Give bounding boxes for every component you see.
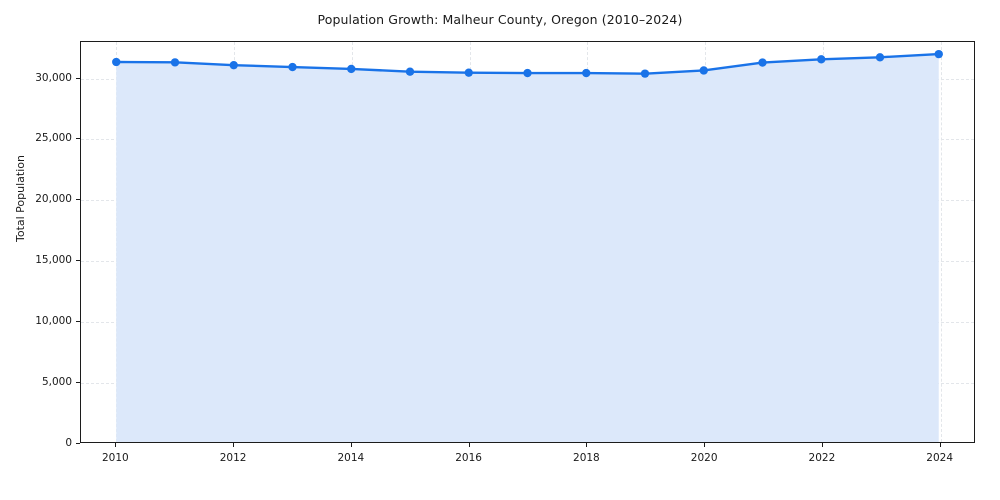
y-tick-label: 20,000 xyxy=(35,193,72,206)
data-point xyxy=(817,55,826,64)
data-point xyxy=(875,53,885,62)
data-point xyxy=(347,64,356,74)
y-tick-label: 0 xyxy=(65,437,72,449)
population-series xyxy=(112,49,943,442)
data-point xyxy=(405,67,415,76)
y-tick-mark xyxy=(76,260,80,262)
x-tick-mark xyxy=(115,443,117,447)
x-tick-mark xyxy=(939,443,941,447)
data-point xyxy=(582,68,591,78)
data-point xyxy=(112,57,121,67)
x-tick-label: 2022 xyxy=(808,452,836,464)
y-tick-label: 10,000 xyxy=(35,315,72,328)
x-tick-mark xyxy=(821,443,823,447)
data-point xyxy=(523,68,532,78)
plot-inner xyxy=(81,42,974,442)
x-tick-mark xyxy=(586,443,588,447)
plot-area xyxy=(80,41,975,443)
y-tick-mark xyxy=(76,77,80,79)
data-point xyxy=(288,62,297,72)
y-tick-label: 5,000 xyxy=(41,376,72,389)
x-tick-label: 2018 xyxy=(573,452,600,464)
x-tick-label: 2016 xyxy=(455,452,482,464)
x-tick-mark xyxy=(350,443,352,447)
data-point-markers xyxy=(112,49,943,78)
area-fill xyxy=(116,54,939,442)
data-point xyxy=(640,69,650,78)
chart-title: Population Growth: Malheur County, Orego… xyxy=(317,12,683,27)
x-tick-label: 2012 xyxy=(219,452,247,464)
y-tick-label: 30,000 xyxy=(35,71,72,84)
x-tick-mark xyxy=(233,443,235,447)
data-point xyxy=(464,68,473,77)
x-tick-mark xyxy=(704,443,706,447)
data-point xyxy=(934,49,943,59)
data-point xyxy=(170,58,180,67)
gridline-vertical xyxy=(940,42,942,442)
x-tick-label: 2020 xyxy=(690,452,718,464)
data-point xyxy=(758,58,767,67)
y-tick-label: 15,000 xyxy=(35,254,72,267)
x-tick-label: 2024 xyxy=(926,452,954,464)
x-tick-label: 2014 xyxy=(337,452,365,464)
x-tick-label: 2010 xyxy=(101,452,129,464)
y-tick-mark xyxy=(76,321,80,323)
y-tick-mark xyxy=(76,443,80,444)
data-point xyxy=(699,66,708,75)
y-tick-mark xyxy=(76,382,80,384)
y-tick-mark xyxy=(76,138,80,140)
y-tick-label: 25,000 xyxy=(35,132,72,145)
x-tick-mark xyxy=(468,443,470,447)
data-point xyxy=(229,60,238,70)
y-tick-mark xyxy=(76,199,80,201)
